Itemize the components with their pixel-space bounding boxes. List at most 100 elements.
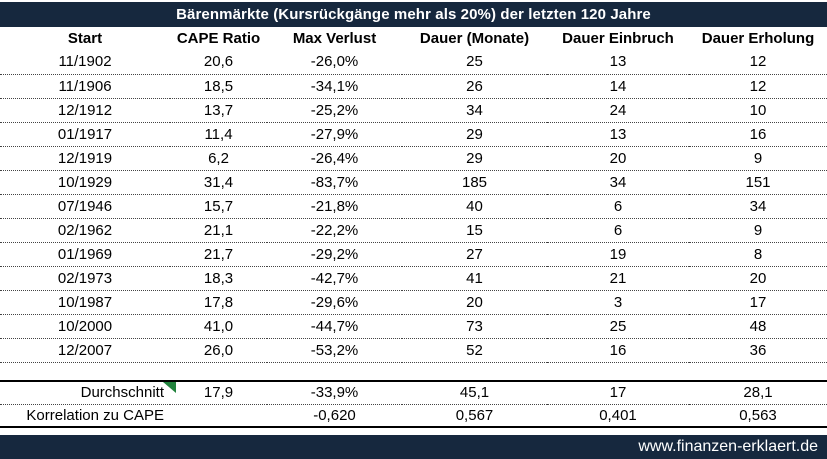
table-cell: 73 xyxy=(402,314,547,339)
column-header: CAPE Ratio xyxy=(176,30,261,47)
summary-cell: -33,9% xyxy=(267,380,402,405)
table-row: 11/1902 20,6 -26,0% 25 13 12 xyxy=(0,50,827,75)
column-header: Start xyxy=(67,30,103,47)
table-cell: 31,4 xyxy=(170,170,267,195)
table-cell: 48 xyxy=(689,314,827,339)
table-row: 12/1912 13,7 -25,2% 34 24 10 xyxy=(0,98,827,123)
table-cell: 185 xyxy=(402,170,547,195)
green-corner-marker-icon xyxy=(163,382,176,393)
table-cell: 02/1962 xyxy=(0,218,170,243)
table-cell: 26 xyxy=(402,74,547,99)
table-cell: -26,0% xyxy=(267,50,402,75)
table-cell: 25 xyxy=(402,50,547,75)
table-cell: 21,7 xyxy=(170,242,267,267)
summary-cell: 17,9 xyxy=(170,380,267,405)
table-cell: 8 xyxy=(689,242,827,267)
table-cell: 15 xyxy=(402,218,547,243)
table-cell: 6 xyxy=(547,194,689,219)
table-cell: 11/1906 xyxy=(0,74,170,99)
column-header: Dauer Erholung xyxy=(701,30,815,47)
table-row: 12/1919 6,2 -26,4% 29 20 9 xyxy=(0,146,827,171)
table-cell: 12/1919 xyxy=(0,146,170,171)
table-cell: 6 xyxy=(547,218,689,243)
table-cell: 20,6 xyxy=(170,50,267,75)
table-row: 10/2000 41,0 -44,7% 73 25 48 xyxy=(0,314,827,339)
summary-cell: 0,563 xyxy=(689,404,827,428)
table-cell: -29,2% xyxy=(267,242,402,267)
table-cell: 151 xyxy=(689,170,827,195)
table-row: 12/2007 26,0 -53,2% 52 16 36 xyxy=(0,338,827,363)
table-cell: -26,4% xyxy=(267,146,402,171)
summary-cell: 0,567 xyxy=(402,404,547,428)
table-cell: 20 xyxy=(547,146,689,171)
table-cell: 9 xyxy=(689,146,827,171)
spacer-row xyxy=(0,362,827,381)
table-cell: 12 xyxy=(689,74,827,99)
table-cell: 34 xyxy=(689,194,827,219)
table-cell: 40 xyxy=(402,194,547,219)
table-cell: 6,2 xyxy=(170,146,267,171)
table-cell: 02/1973 xyxy=(0,266,170,291)
table-cell: -34,1% xyxy=(267,74,402,99)
table-row: 02/1962 21,1 -22,2% 15 6 9 xyxy=(0,218,827,243)
table-cell: 41,0 xyxy=(170,314,267,339)
table-cell: 17,8 xyxy=(170,290,267,315)
table-cell: 14 xyxy=(547,74,689,99)
table-row: 10/1929 31,4 -83,7% 185 34 151 xyxy=(0,170,827,195)
column-header: Dauer (Monate) xyxy=(419,30,530,47)
table-cell: 24 xyxy=(547,98,689,123)
summary-cell: -0,620 xyxy=(267,404,402,428)
footer-bar: www.finanzen-erklaert.de xyxy=(0,435,827,459)
average-row: Durchschnitt 17,9 -33,9% 45,1 17 28,1 xyxy=(0,380,827,405)
table-cell: 29 xyxy=(402,122,547,147)
table-cell: -83,7% xyxy=(267,170,402,195)
table-cell: 11,4 xyxy=(170,122,267,147)
summary-cell: 45,1 xyxy=(402,380,547,405)
table-cell: 21,1 xyxy=(170,218,267,243)
column-header-row: Start CAPE Ratio Max Verlust Dauer (Monate)… xyxy=(0,27,827,50)
table-cell: 07/1946 xyxy=(0,194,170,219)
table-cell: 10 xyxy=(689,98,827,123)
summary-cell xyxy=(170,404,267,428)
table-cell: 13 xyxy=(547,122,689,147)
table-title-bar: Bärenmärkte (Kursrückgänge mehr als 20%)… xyxy=(0,2,827,27)
table-cell: 18,5 xyxy=(170,74,267,99)
table-cell: 16 xyxy=(689,122,827,147)
table-cell: 25 xyxy=(547,314,689,339)
website-text: www.finanzen-erklaert.de xyxy=(638,438,818,455)
column-header: Max Verlust xyxy=(292,30,377,47)
table-cell: 13 xyxy=(547,50,689,75)
table-cell: 3 xyxy=(547,290,689,315)
summary-cell: 0,401 xyxy=(547,404,689,428)
table-cell: 01/1917 xyxy=(0,122,170,147)
bear-markets-table: Start CAPE Ratio Max Verlust Dauer (Monate)… xyxy=(0,27,827,428)
table-cell: 20 xyxy=(689,266,827,291)
table-cell: 34 xyxy=(402,98,547,123)
table-cell: -42,7% xyxy=(267,266,402,291)
table-cell: 12/2007 xyxy=(0,338,170,363)
table-cell: -27,9% xyxy=(267,122,402,147)
table-cell: 29 xyxy=(402,146,547,171)
table-cell: -22,2% xyxy=(267,218,402,243)
table-row: 02/1973 18,3 -42,7% 41 21 20 xyxy=(0,266,827,291)
table-row: 07/1946 15,7 -21,8% 40 6 34 xyxy=(0,194,827,219)
table-cell: -53,2% xyxy=(267,338,402,363)
table-cell: 20 xyxy=(402,290,547,315)
table-cell: 26,0 xyxy=(170,338,267,363)
table-cell: 21 xyxy=(547,266,689,291)
table-row: 10/1987 17,8 -29,6% 20 3 17 xyxy=(0,290,827,315)
table-cell: 17 xyxy=(689,290,827,315)
table-cell: -25,2% xyxy=(267,98,402,123)
table-row: 01/1969 21,7 -29,2% 27 19 8 xyxy=(0,242,827,267)
table-cell: 9 xyxy=(689,218,827,243)
table-cell: 19 xyxy=(547,242,689,267)
table-cell: 16 xyxy=(547,338,689,363)
summary-cell: 28,1 xyxy=(689,380,827,405)
table-cell: 10/1929 xyxy=(0,170,170,195)
column-header: Dauer Einbruch xyxy=(562,30,674,47)
table-row: 01/1917 11,4 -27,9% 29 13 16 xyxy=(0,122,827,147)
table-cell: 34 xyxy=(547,170,689,195)
table-cell: -21,8% xyxy=(267,194,402,219)
table-cell: 41 xyxy=(402,266,547,291)
